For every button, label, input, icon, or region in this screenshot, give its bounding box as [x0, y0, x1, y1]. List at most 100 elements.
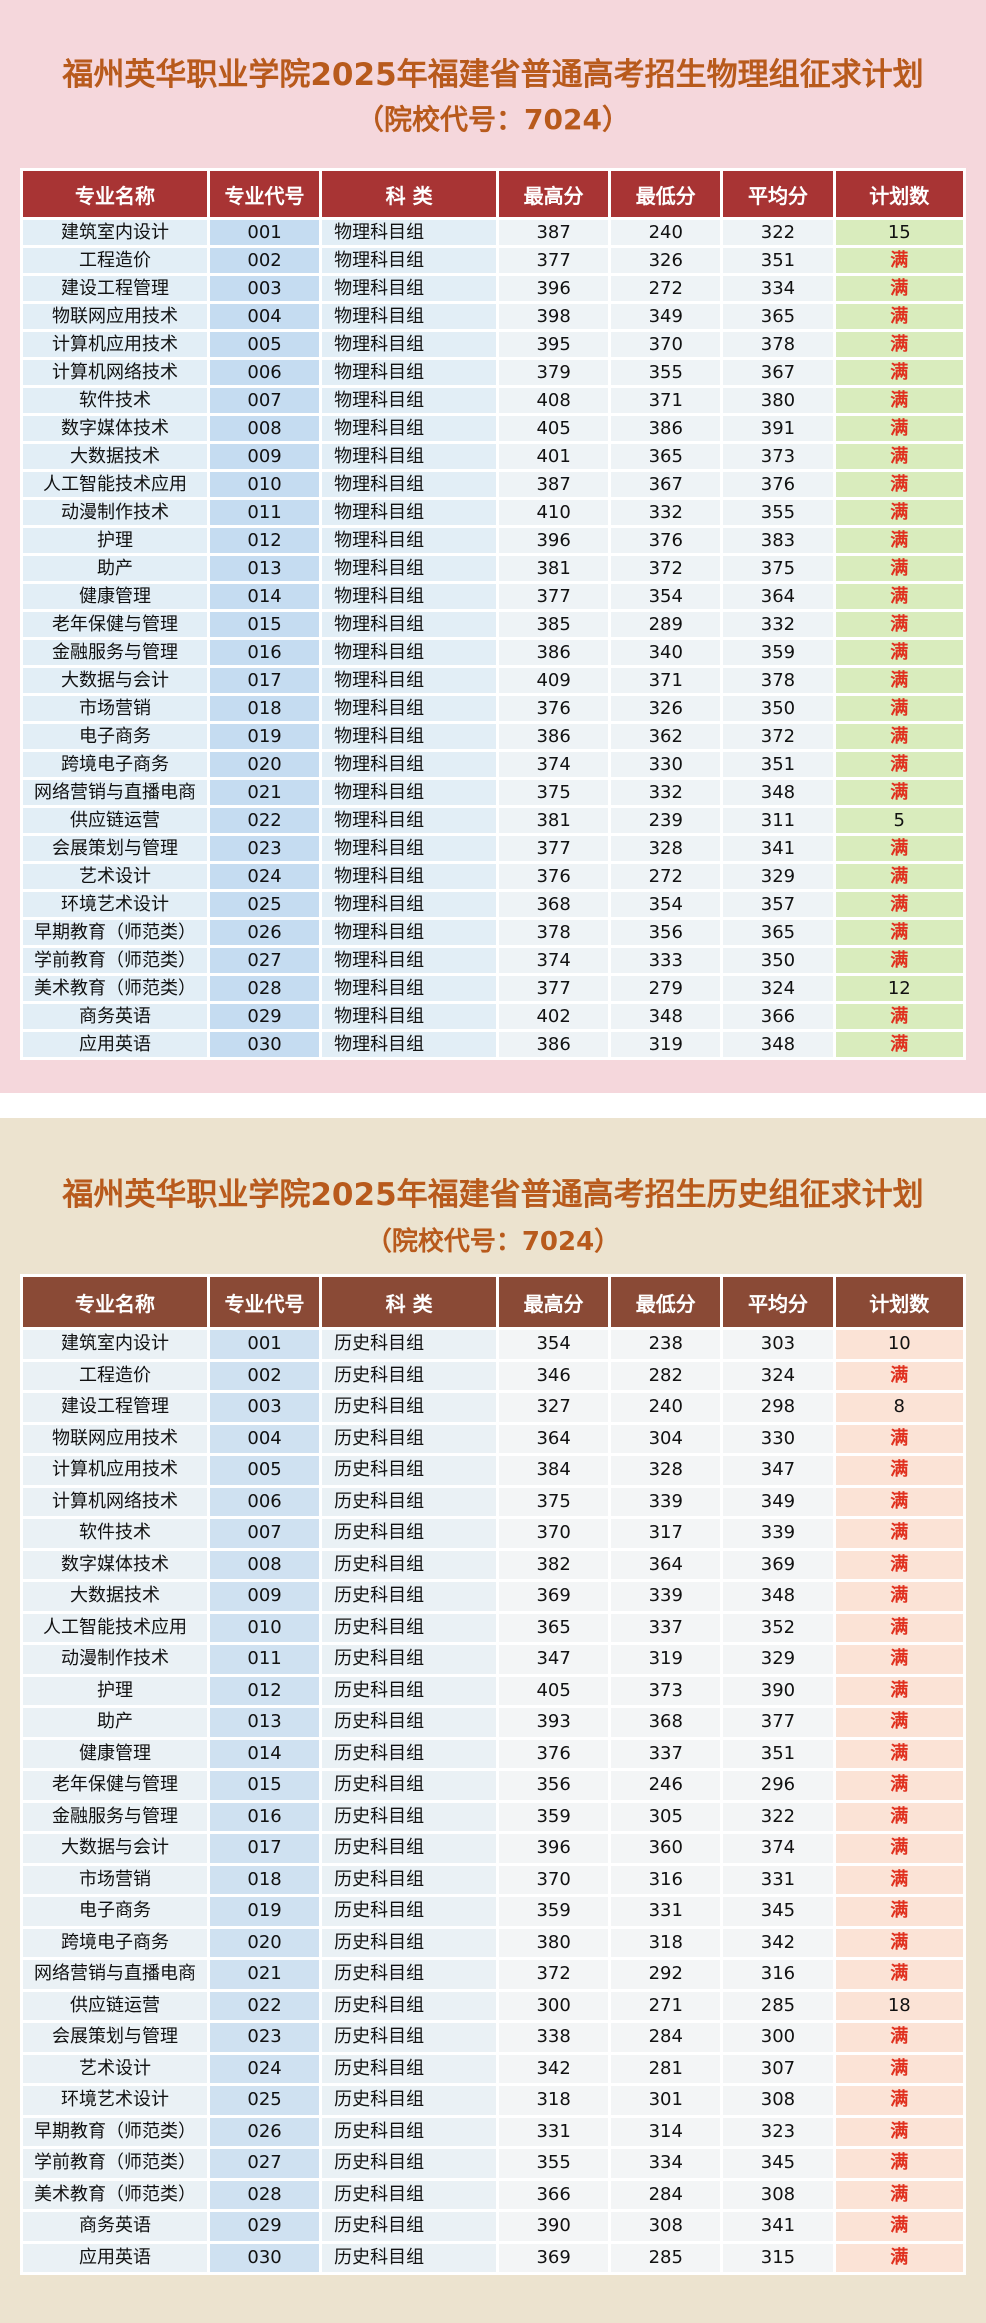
major-code-cell: 001	[209, 220, 320, 245]
max-score-cell: 300	[499, 1991, 609, 2020]
subject-group-cell: 物理科目组	[322, 612, 497, 637]
subject-group-cell: 历史科目组	[322, 1676, 497, 1705]
major-name-cell: 软件技术	[23, 1519, 207, 1548]
avg-score-cell: 359	[723, 640, 833, 665]
avg-score-cell: 330	[723, 1424, 833, 1453]
max-score-cell: 355	[499, 2149, 609, 2178]
max-score-cell: 364	[499, 1424, 609, 1453]
subject-group-cell: 物理科目组	[322, 584, 497, 609]
plan-count-cell: 满	[835, 2149, 963, 2178]
plan-count-cell: 满	[835, 696, 963, 721]
plan-count-cell: 满	[835, 1834, 963, 1863]
major-code-cell: 015	[209, 1771, 320, 1800]
major-name-cell: 环境艺术设计	[23, 892, 207, 917]
major-code-cell: 026	[209, 920, 320, 945]
avg-score-cell: 350	[723, 696, 833, 721]
max-score-cell: 398	[499, 304, 609, 329]
major-name-cell: 金融服务与管理	[23, 1802, 207, 1831]
subject-group-cell: 物理科目组	[322, 640, 497, 665]
max-score-cell: 405	[499, 1676, 609, 1705]
subject-group-cell: 物理科目组	[322, 1004, 497, 1029]
avg-score-cell: 355	[723, 500, 833, 525]
major-name-cell: 学前教育（师范类）	[23, 2149, 207, 2178]
subject-group-cell: 历史科目组	[322, 1519, 497, 1548]
major-code-cell: 003	[209, 1393, 320, 1422]
min-score-cell: 370	[611, 332, 721, 357]
major-code-cell: 022	[209, 808, 320, 833]
plan-count-cell: 满	[835, 1032, 963, 1057]
column-header: 最高分	[499, 171, 609, 217]
table-row: 物联网应用技术 004 物理科目组 398 349 365 满	[23, 304, 963, 329]
major-name-cell: 计算机网络技术	[23, 360, 207, 385]
plan-count-cell: 满	[835, 2086, 963, 2115]
avg-score-cell: 369	[723, 1550, 833, 1579]
table-row: 建设工程管理 003 物理科目组 396 272 334 满	[23, 276, 963, 301]
subject-group-cell: 物理科目组	[322, 248, 497, 273]
major-code-cell: 012	[209, 1676, 320, 1705]
min-score-cell: 282	[611, 1361, 721, 1390]
avg-score-cell: 331	[723, 1865, 833, 1894]
plan-count-cell: 满	[835, 2180, 963, 2209]
plan-count-cell: 满	[835, 1424, 963, 1453]
plan-count-cell: 满	[835, 1676, 963, 1705]
major-name-cell: 建筑室内设计	[23, 1330, 207, 1359]
avg-score-cell: 300	[723, 2023, 833, 2052]
major-name-cell: 老年保健与管理	[23, 612, 207, 637]
subject-group-cell: 历史科目组	[322, 1865, 497, 1894]
avg-score-cell: 352	[723, 1613, 833, 1642]
min-score-cell: 337	[611, 1739, 721, 1768]
max-score-cell: 386	[499, 640, 609, 665]
major-code-cell: 007	[209, 1519, 320, 1548]
physics-plan-title: 福州英华职业学院2025年福建省普通高考招生物理组征求计划	[62, 57, 924, 93]
subject-group-cell: 历史科目组	[322, 2180, 497, 2209]
major-name-cell: 学前教育（师范类）	[23, 948, 207, 973]
table-row: 供应链运营 022 历史科目组 300 271 285 18	[23, 1991, 963, 2020]
major-code-cell: 023	[209, 2023, 320, 2052]
table-row: 健康管理 014 历史科目组 376 337 351 满	[23, 1739, 963, 1768]
plan-count-cell: 满	[835, 416, 963, 441]
avg-score-cell: 329	[723, 864, 833, 889]
plan-count-cell: 满	[835, 1771, 963, 1800]
min-score-cell: 372	[611, 556, 721, 581]
max-score-cell: 342	[499, 2054, 609, 2083]
plan-count-cell: 满	[835, 528, 963, 553]
table-row: 软件技术 007 物理科目组 408 371 380 满	[23, 388, 963, 413]
avg-score-cell: 341	[723, 836, 833, 861]
major-name-cell: 供应链运营	[23, 808, 207, 833]
major-code-cell: 012	[209, 528, 320, 553]
subject-group-cell: 历史科目组	[322, 2117, 497, 2146]
table-row: 网络营销与直播电商 021 历史科目组 372 292 316 满	[23, 1960, 963, 1989]
table-row: 数字媒体技术 008 历史科目组 382 364 369 满	[23, 1550, 963, 1579]
table-row: 市场营销 018 历史科目组 370 316 331 满	[23, 1865, 963, 1894]
min-score-cell: 308	[611, 2212, 721, 2241]
subject-group-cell: 物理科目组	[322, 724, 497, 749]
subject-group-cell: 历史科目组	[322, 1582, 497, 1611]
table-row: 计算机应用技术 005 物理科目组 395 370 378 满	[23, 332, 963, 357]
major-name-cell: 老年保健与管理	[23, 1771, 207, 1800]
subject-group-cell: 物理科目组	[322, 808, 497, 833]
major-name-cell: 物联网应用技术	[23, 304, 207, 329]
max-score-cell: 387	[499, 220, 609, 245]
avg-score-cell: 366	[723, 1004, 833, 1029]
min-score-cell: 271	[611, 1991, 721, 2020]
physics-school-code: （院校代号：7024）	[356, 103, 630, 136]
avg-score-cell: 324	[723, 1361, 833, 1390]
table-row: 助产 013 历史科目组 393 368 377 满	[23, 1708, 963, 1737]
major-code-cell: 016	[209, 640, 320, 665]
max-score-cell: 370	[499, 1865, 609, 1894]
table-row: 商务英语 029 物理科目组 402 348 366 满	[23, 1004, 963, 1029]
subject-group-cell: 历史科目组	[322, 1613, 497, 1642]
max-score-cell: 346	[499, 1361, 609, 1390]
avg-score-cell: 332	[723, 612, 833, 637]
subject-group-cell: 物理科目组	[322, 1032, 497, 1057]
major-code-cell: 017	[209, 668, 320, 693]
avg-score-cell: 378	[723, 332, 833, 357]
plan-count-cell: 满	[835, 948, 963, 973]
plan-count-cell: 满	[835, 2117, 963, 2146]
plan-count-cell: 满	[835, 1865, 963, 1894]
avg-score-cell: 367	[723, 360, 833, 385]
subject-group-cell: 物理科目组	[322, 388, 497, 413]
major-code-cell: 011	[209, 500, 320, 525]
avg-score-cell: 316	[723, 1960, 833, 1989]
table-row: 建筑室内设计 001 物理科目组 387 240 322 15	[23, 220, 963, 245]
